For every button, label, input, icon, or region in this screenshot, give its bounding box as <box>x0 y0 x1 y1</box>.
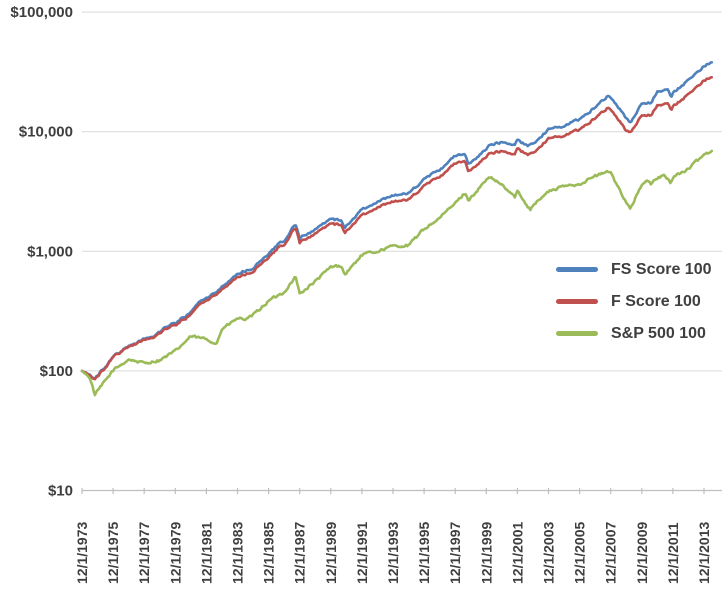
legend-item-sp500-100[interactable]: S&P 500 100 <box>556 322 712 345</box>
x-axis-label: 12/1/2005 <box>572 522 588 584</box>
x-axis-label: 12/1/2009 <box>634 522 650 584</box>
legend-item-fs-score-100[interactable]: FS Score 100 <box>556 258 712 281</box>
legend-item-f-score-100[interactable]: F Score 100 <box>556 290 712 313</box>
y-axis-label: $100 <box>40 363 73 380</box>
x-axis-label: 12/1/2003 <box>541 522 557 584</box>
x-axis-label: 12/1/1993 <box>385 522 401 584</box>
x-axis-label: 12/1/1977 <box>136 522 152 584</box>
series-line-f-score-100 <box>80 76 714 381</box>
x-axis-label: 12/1/2013 <box>696 522 712 584</box>
x-axis-label: 12/1/1979 <box>167 522 183 584</box>
x-axis-label: 12/1/2001 <box>509 522 525 584</box>
legend-swatch-sp500-100 <box>556 331 598 336</box>
x-axis-label: 12/1/1991 <box>354 522 370 584</box>
legend-swatch-f-score-100 <box>556 299 598 304</box>
x-axis-label: 12/1/1983 <box>230 522 246 584</box>
x-axis-label: 12/1/2007 <box>603 522 619 584</box>
x-axis-label: 12/1/1989 <box>323 522 339 584</box>
x-axis-label: 12/1/1987 <box>292 522 308 584</box>
series-line-fs-score-100 <box>80 61 714 380</box>
y-axis-label: $100,000 <box>10 4 73 21</box>
y-axis-label: $10,000 <box>19 124 73 141</box>
x-axis-label: 12/1/1981 <box>198 522 214 584</box>
legend-label-fs-score-100: FS Score 100 <box>611 260 712 278</box>
x-axis-label: 12/1/1975 <box>105 522 121 584</box>
legend-swatch-fs-score-100 <box>556 267 598 272</box>
x-axis-label: 12/1/1973 <box>74 522 90 584</box>
x-axis-label: 12/1/1999 <box>478 522 494 584</box>
x-axis-label: 12/1/1985 <box>261 522 277 584</box>
series-line-s-p-500-100 <box>80 149 714 397</box>
x-axis-label: 12/1/1997 <box>447 522 463 584</box>
y-axis-label: $1,000 <box>27 243 73 260</box>
x-axis-label: 12/1/2011 <box>665 522 681 584</box>
legend-label-f-score-100: F Score 100 <box>611 292 701 310</box>
y-axis-label: $10 <box>48 483 73 500</box>
legend: FS Score 100 F Score 100 S&P 500 100 <box>556 258 712 345</box>
legend-label-sp500-100: S&P 500 100 <box>611 324 706 342</box>
x-axis-label: 12/1/1995 <box>416 522 432 584</box>
